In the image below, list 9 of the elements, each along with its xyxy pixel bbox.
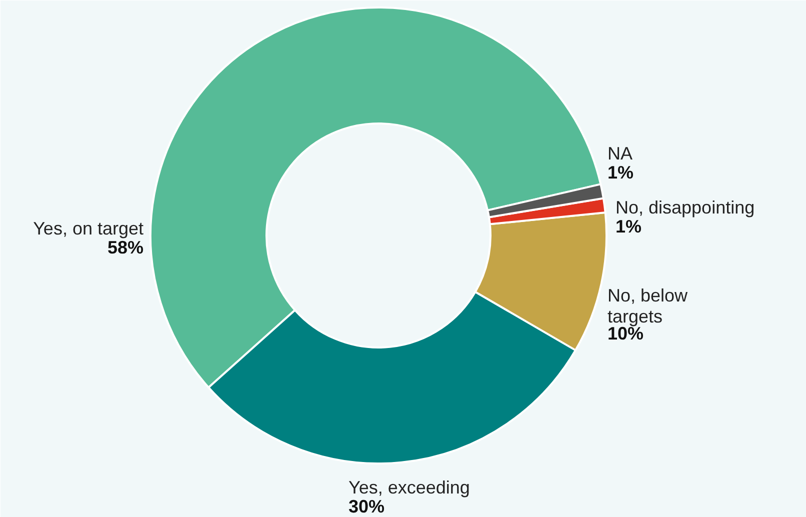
slice-label: NA: [608, 144, 633, 164]
slice-label: Yes, exceeding: [348, 478, 470, 498]
slice-label: No, disappointing: [616, 198, 755, 218]
slice-label: No, below targets: [608, 286, 689, 326]
data-label: 58%: [107, 238, 144, 258]
slice-label: Yes, on target: [33, 218, 144, 238]
data-label: 30%: [348, 496, 385, 516]
data-label: 1%: [608, 162, 634, 182]
data-label: 1%: [616, 216, 642, 236]
